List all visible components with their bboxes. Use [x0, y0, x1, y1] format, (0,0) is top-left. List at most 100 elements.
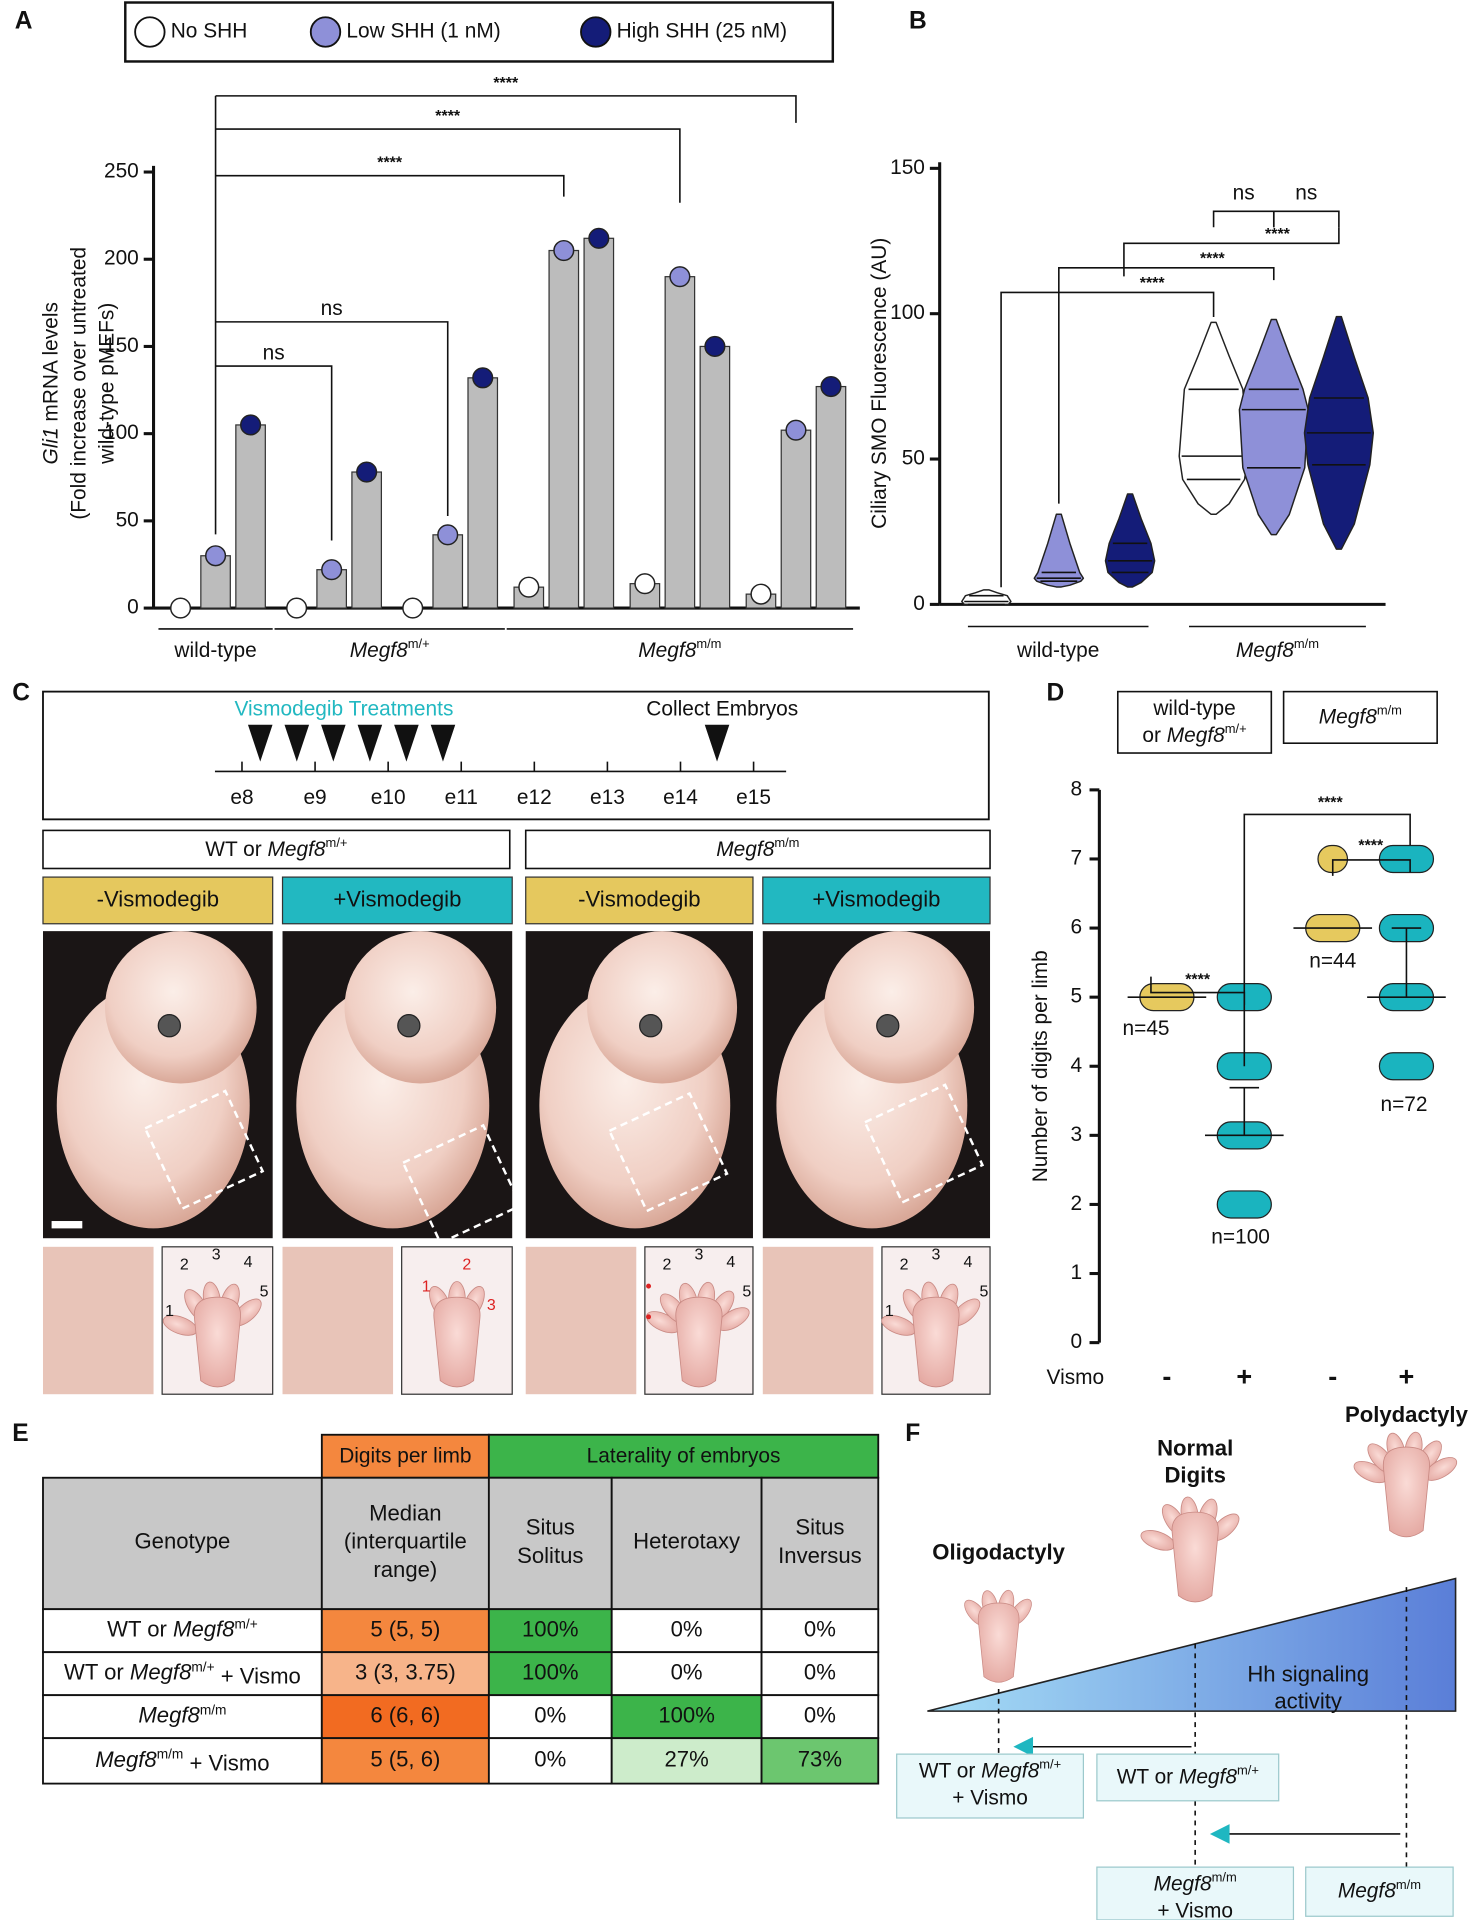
genotype-box	[896, 1753, 1085, 1819]
table-cell	[320, 1694, 490, 1740]
treatment-header: -Vismodegib	[578, 886, 701, 911]
y-axis-label: Gli1 mRNA levels (Fold increase over untr…	[39, 247, 119, 520]
genotype-label-part: WT or	[919, 1759, 981, 1782]
significance-label: ****	[1358, 838, 1384, 855]
data-dot	[588, 227, 610, 249]
treatment-box	[762, 876, 991, 925]
bar	[235, 424, 266, 609]
top-header-label: Laterality of embryos	[587, 1444, 781, 1467]
day-label: e10	[371, 786, 406, 809]
genotype-label-part: Megf8	[1338, 1879, 1396, 1902]
header-cell	[487, 1476, 613, 1611]
stage-label: Polydactyly	[1345, 1402, 1469, 1427]
hand-icon	[429, 1281, 485, 1388]
treatment-arrow	[394, 724, 419, 762]
bracket	[215, 128, 681, 203]
genotype-label-part: m/+	[234, 1616, 257, 1631]
treatment-header: -Vismodegib	[97, 886, 219, 911]
bracket	[215, 174, 565, 197]
legend-swatch	[134, 16, 166, 48]
data-dot	[750, 583, 772, 605]
bar	[467, 377, 499, 609]
hand-icon	[162, 1281, 262, 1388]
genotype-label: WT or Megf8m/+ + Vismo	[64, 1659, 301, 1688]
treatment-box	[281, 876, 513, 925]
y-tick-label: 50	[902, 447, 925, 470]
violin	[1178, 321, 1249, 516]
table-cell	[610, 1608, 763, 1654]
genotype-label-part: WT or	[205, 838, 267, 861]
collect-label: Collect Embryos	[646, 698, 798, 721]
timeline-box	[42, 690, 990, 821]
data-dot	[472, 367, 494, 389]
genotype-label-part: Megf8	[138, 1702, 200, 1727]
bar	[351, 471, 383, 609]
digit-label: 4	[726, 1254, 735, 1271]
significance-label: ****	[1318, 795, 1344, 812]
group-label-part: wild-type	[173, 639, 256, 662]
group-label-part: wild-type	[1016, 639, 1099, 662]
day-label: e14	[663, 786, 698, 809]
cell-value: 27%	[665, 1747, 709, 1772]
top-header-label: Digits per limb	[339, 1444, 471, 1467]
group-label: Megf8m/+	[350, 637, 430, 662]
hand-icon	[1353, 1431, 1458, 1538]
y-tick-label: 6	[1071, 916, 1083, 939]
y-axis-label: Number of digits per limb	[1029, 950, 1052, 1182]
cell-value: 6 (6, 6)	[370, 1702, 440, 1727]
significance-label: ns	[321, 297, 343, 320]
data-point-cluster	[1216, 1190, 1272, 1219]
violin	[1033, 513, 1085, 588]
hh-gradient	[927, 1577, 1457, 1712]
header-label: Situs	[795, 1515, 844, 1540]
embryo-head	[105, 931, 257, 1084]
significance-label: ns	[263, 341, 285, 364]
digit-label: 3	[694, 1247, 703, 1264]
bar	[664, 276, 696, 609]
y-tick-label: 8	[1071, 777, 1083, 800]
bracket	[215, 365, 333, 541]
y-tick-label: 100	[890, 301, 925, 324]
day-label: e11	[445, 786, 478, 809]
cell-value: 100%	[658, 1702, 715, 1727]
header-cell	[610, 1476, 763, 1611]
top-header-cell	[487, 1433, 880, 1479]
header-label: Inversus	[778, 1543, 862, 1568]
group-label-part: Megf8	[638, 639, 696, 662]
data-dot	[704, 335, 726, 358]
closeup-photo	[282, 1246, 394, 1395]
closeup-photo	[762, 1246, 874, 1395]
group-header-label-part: Megf8	[1319, 705, 1377, 728]
top-header-cell	[320, 1433, 490, 1479]
digit-label: 4	[244, 1254, 253, 1271]
embryo-eye	[876, 1014, 900, 1038]
group-header-box	[1116, 690, 1273, 754]
group-header-label-part: m/m	[1377, 703, 1402, 718]
digit-label: 2	[180, 1256, 189, 1273]
data-dot	[356, 461, 378, 483]
genotype-box	[524, 829, 991, 870]
digit-label: 5	[260, 1283, 269, 1300]
day-label: e15	[736, 786, 771, 809]
genotype-label: WT or Megf8m/+	[205, 836, 347, 861]
data-dot	[402, 597, 424, 619]
palm	[433, 1296, 481, 1388]
treatment-header: +Vismodegib	[333, 886, 461, 911]
gradient-label: Hh signaling	[1247, 1661, 1369, 1686]
genotype-label-part: + Vismo	[1157, 1899, 1233, 1920]
digit-label: 2	[462, 1256, 471, 1273]
cell-value: 5 (5, 6)	[370, 1747, 440, 1772]
n-label: n=44	[1309, 949, 1356, 972]
legend-box	[124, 1, 835, 63]
cell-value: 0%	[804, 1617, 836, 1642]
table-cell	[610, 1651, 763, 1697]
data-dot	[205, 545, 227, 567]
hand-icon	[646, 1281, 750, 1388]
cell-value: 5 (5, 5)	[370, 1617, 440, 1642]
group-label: wild-type	[1016, 639, 1099, 662]
extra-digit-dot	[646, 1314, 652, 1320]
treatment-arrow	[247, 724, 273, 762]
cell-value: 0%	[671, 1617, 703, 1642]
y-tick-label: 200	[104, 247, 139, 270]
